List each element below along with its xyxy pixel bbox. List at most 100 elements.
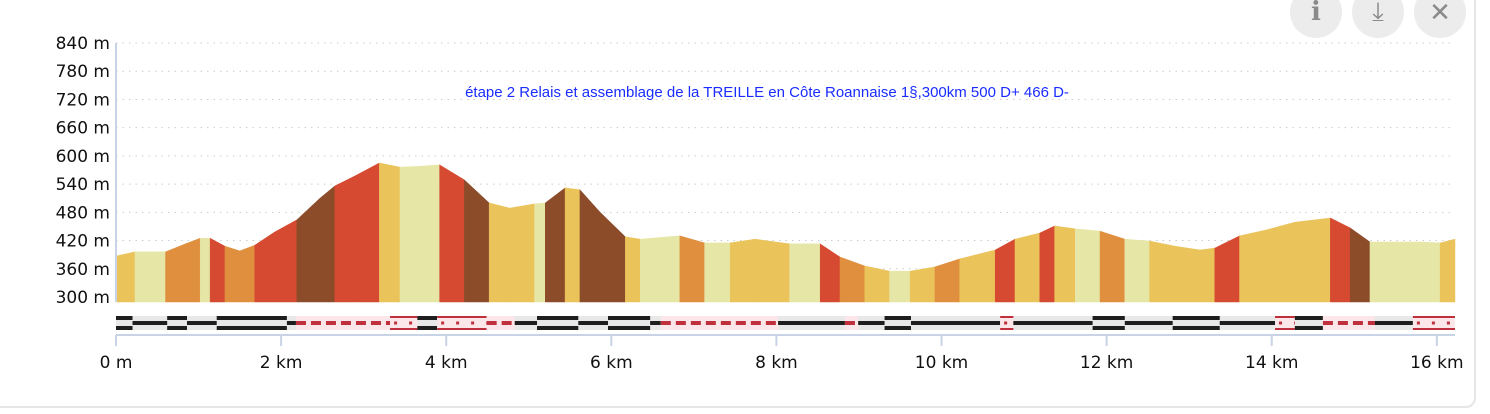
chart-title: étape 2 Relais et assemblage de la TREIL… xyxy=(465,84,1069,101)
surface-road xyxy=(858,321,885,325)
surface-road xyxy=(778,321,845,325)
x-tick-label: 16 km xyxy=(1410,353,1463,373)
elevation-segment xyxy=(909,266,936,303)
surface-track xyxy=(216,326,287,330)
y-tick-label: 660 m xyxy=(56,119,110,139)
surface-track xyxy=(417,326,438,330)
elevation-segment xyxy=(639,235,681,303)
surface-track xyxy=(167,326,187,330)
elevation-segment xyxy=(239,244,255,303)
info-icon: i xyxy=(1311,0,1321,27)
elevation-segment xyxy=(509,203,535,303)
surface-track xyxy=(116,316,133,320)
y-tick-label: 780 m xyxy=(56,62,110,82)
y-tick-label: 840 m xyxy=(56,34,110,54)
elevation-segment xyxy=(704,242,731,303)
elevation-segment xyxy=(839,256,866,303)
elevation-segment xyxy=(864,265,890,303)
surface-track xyxy=(537,326,579,330)
elevation-segment xyxy=(545,187,566,303)
y-tick-label: 360 m xyxy=(56,260,110,280)
elevation-area xyxy=(115,162,1456,303)
x-tick-label: 14 km xyxy=(1245,353,1298,373)
surface-path-bg xyxy=(660,316,779,330)
x-tick-label: 12 km xyxy=(1080,353,1133,373)
elevation-segment xyxy=(379,162,401,303)
elevation-segment xyxy=(296,197,321,303)
axes: 300 m 360 m 420 m 480 m 540 m 600 m 660 m 720 m… xyxy=(56,34,1464,373)
surface-road xyxy=(1013,321,1093,325)
elevation-segment xyxy=(165,243,186,303)
surface-road xyxy=(578,321,609,325)
surface-trail xyxy=(437,316,487,318)
elevation-segment xyxy=(959,249,996,303)
elevation-segment xyxy=(419,164,440,303)
elevation-segment xyxy=(1014,232,1041,303)
surface-track xyxy=(608,316,651,320)
elevation-segment xyxy=(994,238,1016,303)
surface-track xyxy=(608,326,651,330)
surface-trail xyxy=(437,328,487,330)
elevation-segment xyxy=(254,231,275,303)
surface-track xyxy=(417,316,438,320)
surface-road xyxy=(910,321,1001,325)
elevation-segment xyxy=(1054,225,1076,303)
surface-road xyxy=(514,321,538,325)
surface-path-bg xyxy=(486,316,515,330)
surface-track xyxy=(884,326,911,330)
elevation-segment xyxy=(334,175,355,303)
surface-trail-bg xyxy=(437,316,487,330)
elevation-segment xyxy=(1039,225,1055,303)
elevation-segment xyxy=(1349,227,1371,303)
elevation-segment xyxy=(819,243,841,303)
elevation-segment xyxy=(1099,230,1126,303)
elevation-segment xyxy=(464,179,490,303)
download-button[interactable]: ⤓ xyxy=(1352,0,1404,38)
elevation-segment xyxy=(1395,241,1421,303)
elevation-segment xyxy=(1124,238,1150,303)
elevation-segment xyxy=(1149,240,1176,303)
elevation-profile-panel xyxy=(0,0,1476,408)
y-tick-label: 540 m xyxy=(56,175,110,195)
elevation-segment xyxy=(625,236,641,303)
y-tick-label: 720 m xyxy=(56,90,110,110)
elevation-segment xyxy=(1239,229,1266,303)
elevation-segment xyxy=(679,235,705,303)
surface-trail xyxy=(390,316,418,318)
x-tick-label: 8 km xyxy=(755,353,798,373)
elevation-segment xyxy=(1075,228,1101,303)
surface-road xyxy=(186,321,217,325)
elevation-segment xyxy=(115,251,136,303)
surface-path-bg xyxy=(1322,316,1375,330)
surface-track xyxy=(216,316,287,320)
y-tick-label: 420 m xyxy=(56,232,110,252)
elevation-segment xyxy=(1439,238,1456,303)
surface-trail xyxy=(1412,316,1455,318)
elevation-segment xyxy=(1264,221,1296,303)
x-tick-label: 2 km xyxy=(260,353,303,373)
elevation-segment xyxy=(209,237,226,303)
close-icon: ✕ xyxy=(1429,0,1451,27)
surface-road xyxy=(1219,321,1276,325)
surface-trail xyxy=(1275,316,1295,318)
surface-trail xyxy=(1275,328,1295,330)
download-icon: ⤓ xyxy=(1372,0,1384,26)
elevation-segment xyxy=(199,237,211,303)
surface-track xyxy=(537,316,579,320)
elevation-segment xyxy=(319,185,336,303)
elevation-segment xyxy=(889,270,911,303)
surface-track xyxy=(1172,316,1220,320)
elevation-segment xyxy=(1294,217,1331,303)
x-tick-label: 0 m xyxy=(100,353,133,373)
surface-trail xyxy=(390,328,418,330)
elevation-segment xyxy=(274,219,298,303)
surface-strip xyxy=(116,316,1455,330)
surface-road xyxy=(1374,321,1413,325)
elevation-segment xyxy=(1330,217,1351,303)
y-tick-label: 480 m xyxy=(56,203,110,223)
x-tick-label: 4 km xyxy=(425,353,468,373)
elevation-segment xyxy=(1174,245,1201,303)
surface-track xyxy=(1294,326,1323,330)
elevation-segment xyxy=(224,245,241,303)
elevation-segment xyxy=(354,162,380,303)
